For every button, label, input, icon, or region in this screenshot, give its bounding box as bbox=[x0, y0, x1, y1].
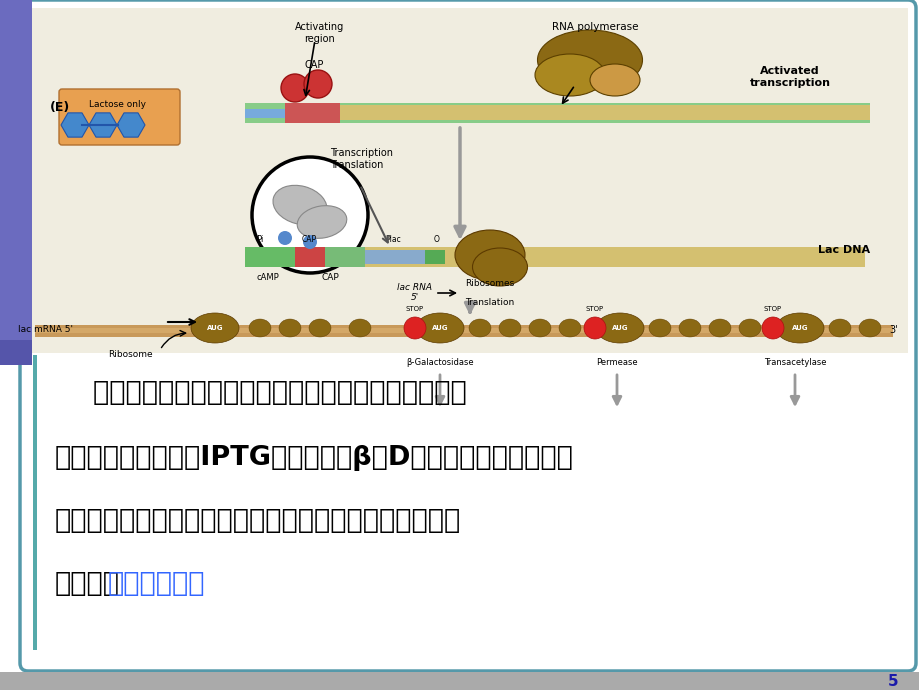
Bar bbox=[0, 672, 919, 690]
Text: Activated
transcription: Activated transcription bbox=[749, 66, 830, 88]
Bar bbox=[0, 340, 32, 365]
Ellipse shape bbox=[455, 230, 525, 280]
Bar bbox=[310, 247, 365, 267]
Text: STOP: STOP bbox=[585, 306, 604, 312]
Text: lac RNA
5': lac RNA 5' bbox=[397, 283, 432, 302]
Text: β-Galactosidase: β-Galactosidase bbox=[406, 358, 473, 367]
Bar bbox=[244, 247, 864, 267]
Text: AUG: AUG bbox=[611, 325, 628, 331]
Ellipse shape bbox=[648, 319, 670, 337]
Bar bbox=[244, 103, 869, 123]
Ellipse shape bbox=[589, 64, 640, 96]
Text: 阻遏蛋白四聚体不仅能被别乳糖结合，也能被与别乳: 阻遏蛋白四聚体不仅能被别乳糖结合，也能被与别乳 bbox=[55, 380, 466, 406]
Ellipse shape bbox=[678, 319, 700, 337]
Circle shape bbox=[403, 317, 425, 339]
Ellipse shape bbox=[249, 319, 271, 337]
Ellipse shape bbox=[348, 319, 370, 337]
Ellipse shape bbox=[309, 319, 331, 337]
Text: CAP: CAP bbox=[301, 235, 316, 244]
Text: Plac: Plac bbox=[385, 235, 401, 244]
Text: 3': 3' bbox=[889, 325, 897, 335]
Ellipse shape bbox=[472, 248, 527, 286]
Text: lac mRNA 5': lac mRNA 5' bbox=[18, 326, 73, 335]
Ellipse shape bbox=[709, 319, 731, 337]
Text: Lactose only: Lactose only bbox=[89, 100, 146, 109]
Ellipse shape bbox=[775, 313, 823, 343]
Ellipse shape bbox=[528, 319, 550, 337]
Ellipse shape bbox=[596, 313, 643, 343]
Bar bbox=[295, 247, 324, 267]
Text: Activating
region: Activating region bbox=[295, 22, 345, 43]
Circle shape bbox=[303, 70, 332, 98]
Bar bbox=[340, 105, 869, 120]
Text: CAP: CAP bbox=[304, 60, 323, 70]
Ellipse shape bbox=[297, 206, 346, 238]
Ellipse shape bbox=[278, 319, 301, 337]
Text: Ribosome: Ribosome bbox=[108, 350, 153, 359]
Text: (E): (E) bbox=[50, 101, 70, 115]
Circle shape bbox=[302, 235, 317, 249]
Text: Transcription
Translation: Transcription Translation bbox=[330, 148, 392, 170]
Text: AUG: AUG bbox=[207, 325, 223, 331]
Text: AUG: AUG bbox=[791, 325, 808, 331]
Text: AUG: AUG bbox=[431, 325, 448, 331]
Text: STOP: STOP bbox=[405, 306, 424, 312]
Text: 糖结构类似的物质如IPTG（异丙基－β－D－硫代半乳糖）结合，: 糖结构类似的物质如IPTG（异丙基－β－D－硫代半乳糖）结合， bbox=[55, 445, 573, 471]
Bar bbox=[30, 8, 907, 353]
Text: Lac DNA: Lac DNA bbox=[817, 245, 869, 255]
FancyBboxPatch shape bbox=[20, 0, 915, 671]
Circle shape bbox=[584, 317, 606, 339]
Ellipse shape bbox=[498, 319, 520, 337]
Text: Translation: Translation bbox=[464, 298, 514, 307]
Text: Ribosomes: Ribosomes bbox=[464, 279, 514, 288]
Text: 这种能高效诱导酶的合成，但又不被所诱导的酶分解的分: 这种能高效诱导酶的合成，但又不被所诱导的酶分解的分 bbox=[55, 508, 460, 534]
Ellipse shape bbox=[191, 313, 239, 343]
Text: Permease: Permease bbox=[596, 358, 637, 367]
Circle shape bbox=[278, 231, 291, 245]
Circle shape bbox=[280, 74, 309, 102]
Ellipse shape bbox=[828, 319, 850, 337]
Bar bbox=[244, 109, 869, 118]
Text: 安慰性诱导物: 安慰性诱导物 bbox=[108, 571, 205, 597]
Bar bbox=[285, 103, 340, 123]
Ellipse shape bbox=[537, 30, 641, 90]
Bar bbox=[0, 0, 32, 365]
Text: CAP: CAP bbox=[321, 273, 338, 282]
Bar bbox=[33, 355, 37, 650]
Circle shape bbox=[761, 317, 783, 339]
Ellipse shape bbox=[469, 319, 491, 337]
Ellipse shape bbox=[559, 319, 581, 337]
Ellipse shape bbox=[273, 186, 326, 225]
Bar bbox=[425, 250, 445, 264]
Text: RNA polymerase: RNA polymerase bbox=[551, 22, 638, 32]
Text: 5: 5 bbox=[887, 675, 897, 689]
Ellipse shape bbox=[738, 319, 760, 337]
Text: O: O bbox=[434, 235, 439, 244]
Circle shape bbox=[252, 157, 368, 273]
Ellipse shape bbox=[858, 319, 880, 337]
Bar bbox=[365, 250, 429, 264]
Ellipse shape bbox=[415, 313, 463, 343]
Text: 子，称为: 子，称为 bbox=[55, 571, 119, 597]
Bar bbox=[35, 325, 892, 337]
Text: Transacetylase: Transacetylase bbox=[763, 358, 825, 367]
Bar bbox=[35, 328, 892, 333]
Ellipse shape bbox=[535, 54, 605, 96]
Text: STOP: STOP bbox=[763, 306, 781, 312]
Bar bbox=[244, 247, 295, 267]
Text: cAMP: cAMP bbox=[256, 273, 279, 282]
Text: Pi: Pi bbox=[256, 235, 264, 244]
FancyBboxPatch shape bbox=[59, 89, 180, 145]
